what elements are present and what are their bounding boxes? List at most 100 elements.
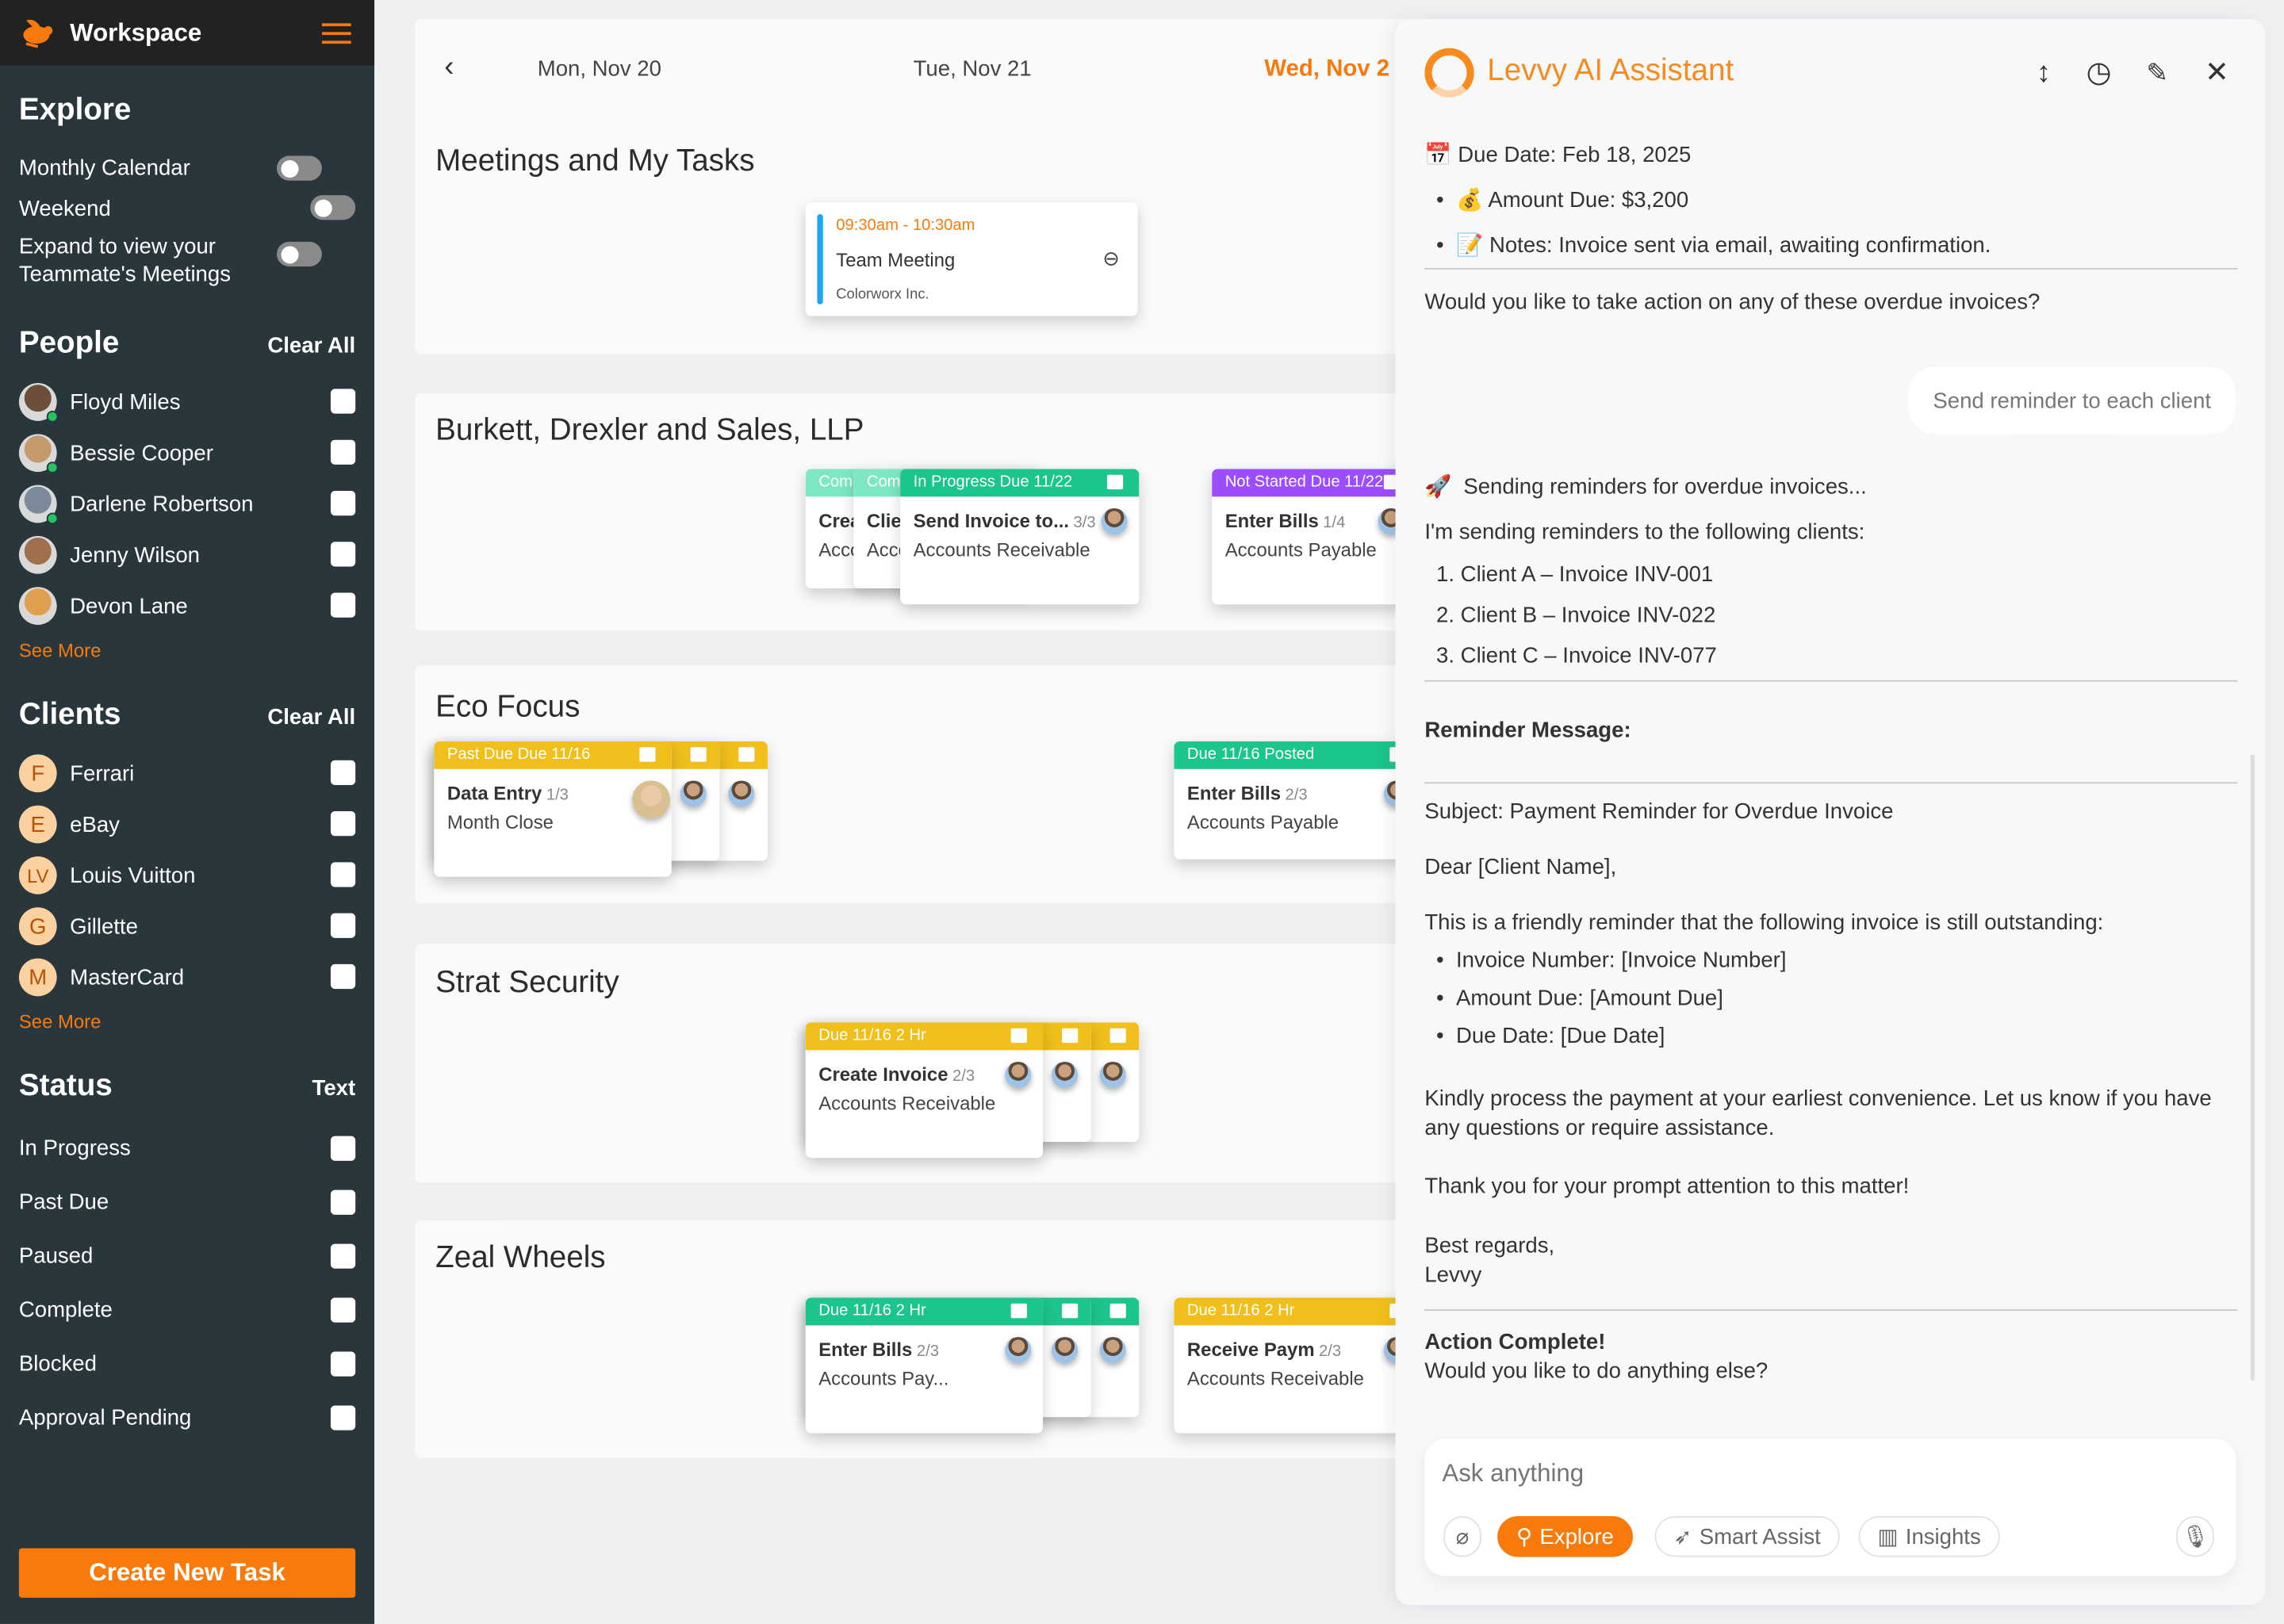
task-card[interactable]: In Progress Due 11/22 Send Invoice to... 3… [900, 469, 1140, 605]
status-checkbox[interactable] [330, 1297, 356, 1323]
assignee-avatar [1052, 1337, 1079, 1364]
client-row[interactable]: G Gillette [18, 907, 356, 946]
status-row[interactable]: Blocked [18, 1344, 356, 1382]
client-checkbox[interactable] [330, 811, 356, 837]
create-new-task-button[interactable]: Create New Task [18, 1548, 356, 1598]
client-avatar: E [18, 805, 57, 844]
client-checkbox[interactable] [330, 760, 356, 785]
client-reminder-text: Client B – Invoice INV-022 [1460, 603, 1716, 628]
person-row[interactable]: Darlene Robertson [18, 485, 356, 525]
status-checkbox[interactable] [330, 1351, 356, 1377]
status-checkbox[interactable] [330, 1136, 356, 1161]
weekend-toggle[interactable] [310, 195, 356, 220]
clients-clear-all[interactable]: Clear All [267, 704, 356, 730]
assignee-avatar [680, 780, 707, 807]
status-checkbox[interactable] [330, 1405, 356, 1431]
date-tue[interactable]: Tue, Nov 21 [913, 56, 1032, 82]
client-row[interactable]: LV Louis Vuitton [18, 856, 356, 894]
comment-icon[interactable] [1106, 474, 1124, 490]
person-row[interactable]: Floyd Miles [18, 383, 356, 423]
previous-day-chevron-icon[interactable]: ‹ [444, 51, 454, 83]
task-card[interactable]: Due 11/16 2 Hr Receive Paym 2/3 Accounts Re… [1174, 1297, 1422, 1434]
insights-chip[interactable]: ▥ Insights [1858, 1516, 2000, 1557]
card-title-text: Enter Bills [1186, 782, 1282, 804]
person-row[interactable]: Jenny Wilson [18, 535, 356, 574]
new-chat-edit-icon[interactable]: ✎ [2146, 58, 2169, 88]
client-row[interactable]: F Ferrari [18, 754, 356, 793]
people-see-more[interactable]: See More [18, 639, 102, 661]
microphone-icon[interactable]: 🎙 [2176, 1516, 2214, 1557]
client-checkbox[interactable] [330, 913, 356, 938]
ask-anything-input[interactable] [1442, 1456, 2171, 1492]
meeting-card[interactable]: 09:30am - 10:30am Team Meeting Colorworx… [805, 202, 1138, 316]
status-label: Blocked [18, 1350, 97, 1376]
card-subtitle: Accounts Pay... [818, 1367, 949, 1390]
assignee-avatar [1005, 1337, 1032, 1364]
link-icon[interactable]: ⊖ [1102, 246, 1120, 270]
attach-paperclip-icon[interactable]: ⌀ [1443, 1516, 1481, 1557]
divider [1424, 267, 2238, 270]
task-card[interactable]: Due 11/16 2 Hr Create Invoice 2/3 Accounts … [805, 1022, 1044, 1159]
date-wed-current[interactable]: Wed, Nov 2 [1264, 56, 1390, 82]
card-subtitle: Accounts Payable [1224, 538, 1377, 561]
status-checkbox[interactable] [330, 1243, 356, 1269]
person-row[interactable]: Bessie Cooper [18, 434, 356, 473]
clients-see-more[interactable]: See More [18, 1010, 102, 1033]
person-checkbox[interactable] [330, 542, 356, 567]
client-row[interactable]: M MasterCard [18, 958, 356, 997]
reminder-field-text: Due Date: [Due Date] [1455, 1024, 1665, 1049]
client-name: MasterCard [70, 964, 185, 990]
avatar [18, 535, 57, 574]
comment-icon[interactable] [1010, 1028, 1027, 1044]
comment-icon[interactable] [1109, 1303, 1126, 1319]
date-mon[interactable]: Mon, Nov 20 [537, 56, 661, 82]
expand-vertical-icon[interactable]: ↕ [2036, 56, 2052, 90]
comment-icon[interactable] [738, 747, 755, 762]
status-checkbox[interactable] [330, 1189, 356, 1215]
comment-icon[interactable] [639, 747, 656, 762]
person-checkbox[interactable] [330, 592, 356, 618]
status-row[interactable]: Paused [19, 1236, 356, 1274]
status-row[interactable]: Complete [19, 1290, 356, 1328]
comment-icon[interactable] [1109, 1028, 1126, 1044]
comment-icon[interactable] [1061, 1028, 1079, 1044]
teammates-meetings-toggle[interactable] [276, 241, 322, 267]
comment-icon[interactable] [1010, 1303, 1027, 1319]
person-row[interactable]: Devon Lane [18, 587, 356, 625]
card-status: In Progress Due 11/22 [913, 473, 1073, 491]
card-header: Due 11/16 2 Hr [805, 1022, 1044, 1051]
card-title-text: Data Entry [446, 782, 542, 804]
panel-scrollbar[interactable] [2250, 754, 2255, 1381]
people-clear-all[interactable]: Clear All [267, 333, 356, 358]
person-checkbox[interactable] [330, 389, 356, 414]
monthly-calendar-toggle[interactable] [276, 155, 322, 181]
client-checkbox[interactable] [330, 862, 356, 887]
history-clock-icon[interactable]: ◷ [2086, 56, 2112, 90]
status-row[interactable]: In Progress [19, 1128, 356, 1166]
task-card[interactable]: Due 11/16 Posted Enter Bills 2/3 Accounts P… [1174, 741, 1422, 860]
reminder-kindly: Kindly process the payment at your earli… [1424, 1086, 2212, 1141]
person-checkbox[interactable] [330, 439, 356, 465]
explore-chip[interactable]: ⚲ Explore [1497, 1516, 1633, 1557]
smart-assist-chip[interactable]: ➶ Smart Assist [1654, 1516, 1840, 1557]
card-title-text: Send Invoice to... [913, 509, 1070, 532]
comment-icon[interactable] [690, 747, 707, 762]
weekend-row: Weekend [19, 190, 356, 228]
assistant-question: Would you like to take action on any of … [1424, 289, 2041, 315]
task-card[interactable]: Past Due Due 11/16 Data Entry 1/3 Month Clo… [434, 741, 672, 877]
assignee-avatar [1099, 1337, 1126, 1364]
card-title: Enter Bills 2/3 [818, 1339, 939, 1361]
client-checkbox[interactable] [330, 963, 356, 990]
comment-icon[interactable] [1061, 1303, 1079, 1319]
close-icon[interactable]: ✕ [2205, 56, 2229, 90]
card-count: 2/3 [952, 1067, 975, 1086]
status-row[interactable]: Past Due [19, 1182, 356, 1220]
task-card[interactable]: Not Started Due 11/22 2 Enter Bills 1/4 Acc… [1212, 469, 1416, 605]
card-count: 1/3 [546, 786, 569, 804]
hamburger-menu-icon[interactable] [321, 23, 351, 44]
status-row[interactable]: Approval Pending [19, 1398, 356, 1436]
reminder-signature: Levvy [1424, 1262, 1482, 1288]
person-checkbox[interactable] [330, 490, 356, 516]
task-card[interactable]: Due 11/16 2 Hr Enter Bills 2/3 Accounts Pay… [805, 1297, 1044, 1434]
